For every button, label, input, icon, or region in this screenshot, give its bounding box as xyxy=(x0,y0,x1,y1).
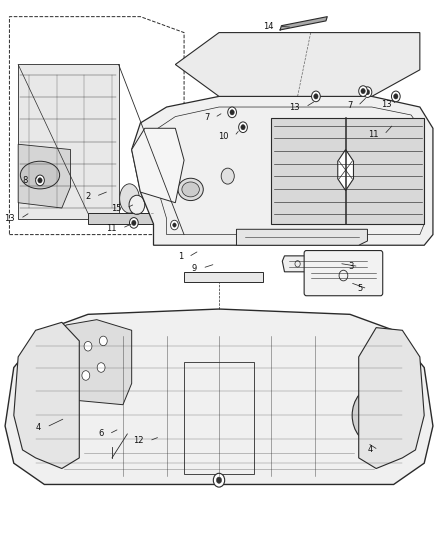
Circle shape xyxy=(241,125,245,130)
Text: 1: 1 xyxy=(178,253,183,261)
Circle shape xyxy=(132,220,136,225)
Polygon shape xyxy=(132,96,433,245)
Circle shape xyxy=(97,363,105,372)
Circle shape xyxy=(363,87,372,98)
Circle shape xyxy=(170,220,178,230)
Text: 13: 13 xyxy=(381,100,392,109)
Polygon shape xyxy=(283,256,370,272)
Polygon shape xyxy=(338,150,353,190)
Circle shape xyxy=(173,223,176,227)
Circle shape xyxy=(99,336,107,346)
Text: 4: 4 xyxy=(36,423,41,432)
Polygon shape xyxy=(237,229,367,245)
Circle shape xyxy=(394,94,398,99)
Circle shape xyxy=(228,107,237,118)
Polygon shape xyxy=(14,322,79,469)
Circle shape xyxy=(35,175,44,185)
Text: 6: 6 xyxy=(99,430,104,439)
Circle shape xyxy=(84,342,92,351)
FancyBboxPatch shape xyxy=(304,251,383,296)
Text: 11: 11 xyxy=(368,130,379,139)
Text: 14: 14 xyxy=(264,22,274,31)
Text: 13: 13 xyxy=(4,214,15,223)
Circle shape xyxy=(392,91,400,102)
Circle shape xyxy=(82,370,90,380)
Polygon shape xyxy=(175,33,420,96)
Polygon shape xyxy=(53,320,132,405)
Circle shape xyxy=(362,398,390,432)
Circle shape xyxy=(352,386,400,445)
Ellipse shape xyxy=(20,161,60,189)
Ellipse shape xyxy=(182,182,199,197)
Text: 11: 11 xyxy=(106,224,117,233)
Circle shape xyxy=(221,168,234,184)
Text: 10: 10 xyxy=(219,132,229,141)
Circle shape xyxy=(311,91,320,102)
Polygon shape xyxy=(280,17,327,30)
Circle shape xyxy=(365,90,370,95)
Polygon shape xyxy=(184,272,263,282)
Text: 2: 2 xyxy=(85,192,91,201)
Text: 4: 4 xyxy=(368,446,373,455)
Text: 13: 13 xyxy=(290,102,300,111)
Text: 12: 12 xyxy=(134,437,144,446)
Polygon shape xyxy=(363,430,383,443)
Polygon shape xyxy=(46,421,66,434)
Polygon shape xyxy=(18,144,71,208)
Ellipse shape xyxy=(178,178,203,200)
Polygon shape xyxy=(132,128,184,203)
Text: 7: 7 xyxy=(204,113,209,122)
Circle shape xyxy=(38,177,42,183)
Circle shape xyxy=(359,86,367,96)
Polygon shape xyxy=(359,328,424,469)
Circle shape xyxy=(239,122,247,133)
Text: 7: 7 xyxy=(347,101,353,110)
Polygon shape xyxy=(18,64,119,219)
Text: 3: 3 xyxy=(348,262,353,271)
Circle shape xyxy=(213,473,225,487)
Polygon shape xyxy=(5,309,433,484)
Circle shape xyxy=(230,110,234,115)
Polygon shape xyxy=(272,118,424,224)
Text: 15: 15 xyxy=(111,204,121,213)
Circle shape xyxy=(130,217,138,228)
Ellipse shape xyxy=(120,184,139,213)
Circle shape xyxy=(129,195,145,214)
Text: 5: 5 xyxy=(357,284,362,293)
Circle shape xyxy=(314,94,318,99)
Text: 9: 9 xyxy=(192,264,197,272)
Circle shape xyxy=(216,477,222,483)
Circle shape xyxy=(361,88,365,94)
Text: 8: 8 xyxy=(23,176,28,185)
Polygon shape xyxy=(88,213,184,224)
